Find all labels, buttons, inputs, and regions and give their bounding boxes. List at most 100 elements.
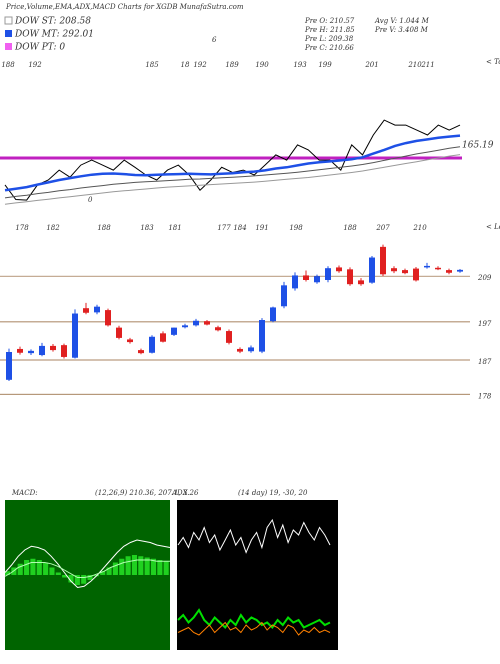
candle-body bbox=[39, 345, 45, 356]
legend-swatch bbox=[5, 30, 12, 37]
info: Pre L: 209.38 bbox=[304, 35, 354, 43]
low-label: 198 bbox=[289, 224, 303, 232]
low-label: 210 bbox=[412, 224, 427, 232]
top-label: 201 bbox=[364, 61, 378, 69]
marker: 6 bbox=[212, 36, 217, 44]
candle-body bbox=[127, 339, 133, 343]
low-label: 183 bbox=[140, 224, 154, 232]
legend-entry: DOW PT: 0 bbox=[14, 43, 65, 53]
low-label: 191 bbox=[255, 224, 268, 232]
candle-body bbox=[424, 265, 430, 268]
adx-params: (14 day) 19, -30, 20 bbox=[238, 489, 308, 497]
line-series bbox=[4, 119, 461, 201]
candle-body bbox=[292, 275, 298, 289]
y-tick-label: 187 bbox=[478, 358, 492, 366]
tops-label: < Tops bbox=[486, 58, 500, 66]
top-label: 193 bbox=[293, 61, 307, 69]
candle-body bbox=[171, 327, 177, 335]
macd-label: MACD: bbox=[11, 489, 38, 497]
histogram-bar bbox=[24, 560, 30, 575]
top-label: 189 bbox=[225, 61, 239, 69]
low-label: 184 bbox=[233, 224, 246, 232]
top-label: 185 bbox=[145, 61, 159, 69]
candle-body bbox=[402, 270, 408, 274]
histogram-bar bbox=[55, 572, 61, 575]
candle-body bbox=[50, 345, 56, 351]
candle-body bbox=[182, 325, 188, 328]
histogram-bar bbox=[144, 557, 150, 575]
legend-entry: DOW MT: 292.01 bbox=[14, 30, 94, 40]
candle-body bbox=[28, 350, 34, 354]
info: Pre H: 211.85 bbox=[304, 26, 355, 34]
candle-body bbox=[149, 336, 155, 353]
line-series bbox=[177, 621, 331, 636]
low-label: 178 bbox=[15, 224, 29, 232]
histogram-bar bbox=[131, 555, 137, 575]
histogram-bar bbox=[62, 575, 68, 578]
top-label: 211 bbox=[420, 61, 434, 69]
y-tick-label: 209 bbox=[477, 274, 492, 282]
candle-body bbox=[72, 313, 78, 358]
top-label: 192 bbox=[28, 61, 42, 69]
histogram-bar bbox=[150, 558, 157, 575]
macd-params: (12,26,9) 210.36, 207.1, 3.26 bbox=[95, 489, 199, 497]
candle-body bbox=[457, 269, 463, 272]
candle-body bbox=[380, 246, 386, 275]
candle-body bbox=[270, 307, 276, 322]
candle-body bbox=[391, 268, 397, 272]
candle-body bbox=[446, 270, 452, 273]
candle-body bbox=[413, 268, 419, 281]
histogram-bar bbox=[49, 567, 55, 575]
candle-body bbox=[435, 267, 441, 270]
candle-body bbox=[237, 348, 243, 352]
histogram-bar bbox=[36, 560, 42, 575]
histogram-bar bbox=[138, 556, 144, 575]
low-label: 188 bbox=[343, 224, 357, 232]
lows-label: < Lows bbox=[486, 223, 500, 231]
candle-body bbox=[17, 348, 23, 353]
histogram-bar bbox=[68, 575, 74, 583]
candle-body bbox=[259, 320, 265, 352]
low-label: 177 bbox=[217, 224, 231, 232]
candle-body bbox=[94, 306, 100, 313]
top-label: 190 bbox=[255, 61, 269, 69]
top-label: 188 bbox=[1, 61, 15, 69]
candle-body bbox=[248, 347, 254, 352]
candle-body bbox=[83, 308, 89, 313]
zero-label: 0 bbox=[88, 196, 93, 204]
candle-body bbox=[61, 345, 67, 357]
top-label: 210 bbox=[407, 61, 422, 69]
y-tick-label: 197 bbox=[478, 320, 492, 328]
candle-body bbox=[215, 327, 221, 331]
histogram-bar bbox=[125, 556, 131, 575]
info: Pre O: 210.57 bbox=[304, 17, 355, 25]
line-series bbox=[4, 134, 461, 192]
candle-body bbox=[358, 280, 364, 285]
y-tick-label: 178 bbox=[478, 392, 492, 400]
candle-body bbox=[369, 257, 375, 283]
candle-body bbox=[105, 310, 111, 326]
low-label: 182 bbox=[46, 224, 60, 232]
low-label: 207 bbox=[375, 224, 390, 232]
candle-body bbox=[138, 350, 144, 354]
histogram-bar bbox=[30, 558, 36, 575]
top-label: 199 bbox=[318, 61, 332, 69]
line-series bbox=[4, 559, 170, 578]
histogram-bar bbox=[163, 561, 169, 575]
line-series bbox=[4, 154, 461, 205]
low-label: 188 bbox=[97, 224, 111, 232]
adx-label: ADX bbox=[171, 489, 189, 497]
top-label: 18 bbox=[181, 61, 190, 69]
candle-body bbox=[314, 276, 320, 283]
page-title: Price,Volume,EMA,ADX,MACD Charts for XGD… bbox=[5, 3, 244, 11]
legend-swatch bbox=[4, 16, 13, 25]
top-label: 192 bbox=[193, 61, 207, 69]
histogram-bar bbox=[100, 571, 106, 575]
candle-body bbox=[336, 267, 342, 272]
last-price: 165.19 bbox=[462, 141, 494, 151]
histogram-bar bbox=[87, 575, 93, 580]
histogram-bar bbox=[81, 575, 87, 584]
info: Pre V: 3.408 M bbox=[374, 26, 429, 34]
histogram-bar bbox=[157, 560, 163, 575]
legend-entry: DOW ST: 208.58 bbox=[14, 17, 91, 27]
